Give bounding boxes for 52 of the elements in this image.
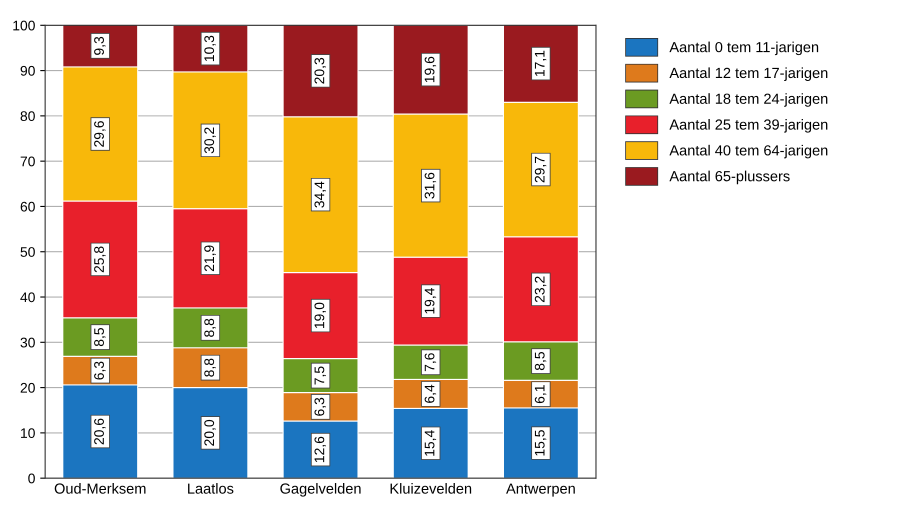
data-label: 20,6 [94, 418, 106, 444]
data-label: 29,7 [534, 156, 546, 182]
data-label: 17,1 [534, 50, 546, 76]
y-tick-label: 40 [20, 292, 35, 302]
data-label: 8,8 [204, 318, 216, 337]
data-label: 9,3 [94, 36, 106, 55]
y-tick-label: 0 [28, 474, 35, 484]
y-tick-label: 90 [20, 66, 35, 76]
legend-label: Aantal 25 tem 39-jarigen [669, 119, 828, 133]
data-label: 29,6 [94, 121, 106, 147]
data-label: 20,3 [314, 58, 326, 84]
data-label: 8,5 [94, 328, 106, 346]
y-tick-label: 60 [20, 202, 35, 212]
x-tick-label: Antwerpen [506, 484, 575, 497]
data-label: 19,6 [424, 56, 436, 82]
data-label: 12,6 [314, 436, 326, 462]
data-label: 7,5 [314, 366, 326, 385]
y-tick-label: 80 [20, 111, 35, 122]
y-tick-label: 10 [21, 428, 35, 438]
legend-label: Aantal 12 tem 17-jarigen [669, 67, 828, 81]
x-tick-label: Laatlos [188, 483, 234, 494]
data-label: 15,5 [534, 430, 546, 456]
data-label: 8,5 [534, 352, 546, 370]
data-label: 7,6 [424, 353, 436, 372]
data-label: 6,1 [534, 385, 546, 404]
data-label: 6,4 [424, 384, 436, 403]
y-tick-label: 20 [20, 382, 35, 393]
y-tick-label: 50 [20, 247, 35, 257]
data-label: 10,3 [204, 36, 216, 62]
legend-label: Aantal 65-plussers [669, 170, 790, 184]
y-tick-label: 100 [13, 20, 35, 30]
data-label: 21,9 [204, 245, 216, 272]
y-tick-label: 70 [20, 156, 35, 166]
legend-label: Aantal 18 tem 24-jarigen [669, 93, 828, 107]
legend-label: Aantal 40 tem 64-jarigen [669, 144, 828, 158]
x-tick-label: Kluizevelden [390, 483, 472, 494]
data-label: 20,0 [204, 420, 216, 446]
data-label: 6,3 [94, 362, 106, 380]
x-tick-label: Oud-Merksem [54, 483, 146, 494]
data-label: 30,2 [204, 128, 216, 154]
data-label: 6,3 [314, 398, 326, 416]
data-label: 25,8 [94, 246, 106, 272]
data-label: 31,6 [424, 172, 436, 199]
legend-label: Aantal 0 tem 11-jarigen [669, 42, 818, 56]
data-label: 34,4 [314, 182, 326, 208]
data-label: 8,8 [204, 358, 216, 377]
data-label: 23,2 [534, 276, 546, 302]
x-tick-label: Gagelvelden [280, 483, 361, 497]
data-label: 19,0 [314, 302, 326, 328]
data-label: 15,4 [424, 430, 436, 456]
y-tick-label: 30 [20, 338, 35, 348]
data-label: 19,4 [424, 288, 436, 314]
